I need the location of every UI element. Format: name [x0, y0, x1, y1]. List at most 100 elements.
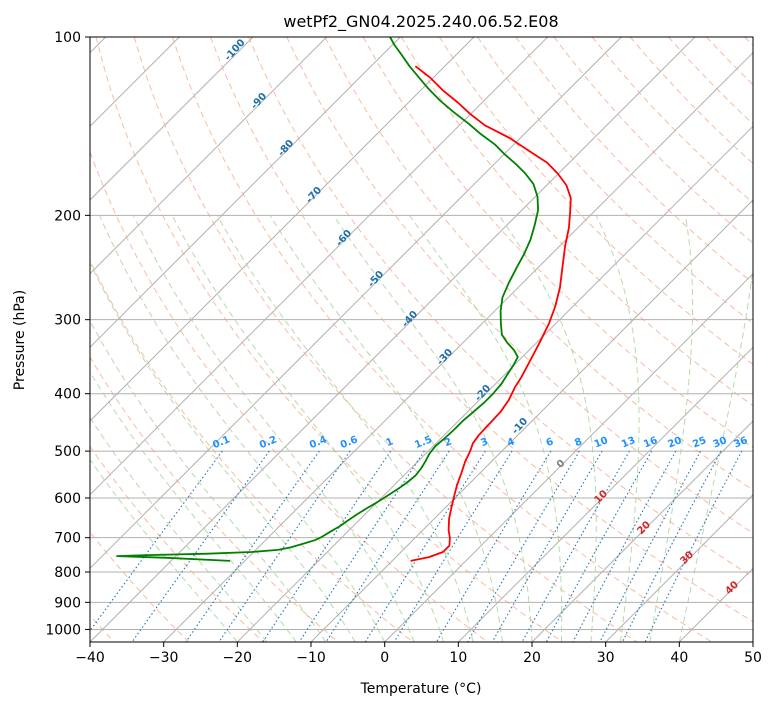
x-tick-label: 20	[523, 650, 541, 666]
mixing-ratio-line	[491, 450, 603, 642]
x-tick-label: −10	[296, 650, 326, 666]
y-tick-label: 800	[54, 565, 81, 581]
isotherm-line	[90, 37, 475, 422]
mixing-ratio-line	[644, 450, 743, 642]
dry-adiabat-line	[95, 37, 563, 642]
moist-adiabat-line	[269, 215, 503, 642]
moist-adiabat-line	[332, 215, 533, 642]
dry-adiabat-line	[210, 37, 753, 623]
moist-adiabat-line	[90, 370, 297, 642]
y-axis-label: Pressure (hPa)	[12, 290, 28, 390]
dry-adiabat-line	[133, 37, 638, 642]
mixing-ratio-line	[545, 450, 653, 642]
dry-adiabat-line	[286, 37, 753, 534]
dry-adiabat-line	[477, 37, 753, 325]
mixing-ratio-line	[218, 450, 351, 642]
mixing-ratio-label: 16	[642, 435, 659, 450]
mixing-ratio-line	[185, 450, 320, 642]
x-axis-label: Temperature (°C)	[360, 681, 482, 697]
dry-adiabat-line	[171, 37, 712, 642]
y-tick-label: 100	[54, 30, 81, 46]
isotherm-line	[605, 493, 753, 642]
moist-adiabat-line	[90, 261, 356, 642]
y-axis-ticks: 100 200 300 400 500 600 700 800 900 1000	[45, 30, 90, 638]
y-tick-label: 500	[54, 444, 81, 460]
y-tick-label: 600	[54, 491, 81, 507]
dry-adiabat-line	[90, 445, 264, 642]
mixing-ratio-label: 20	[666, 435, 683, 450]
x-tick-label: −30	[149, 650, 179, 666]
mixing-ratio-label: 2	[443, 436, 454, 449]
isotherm-line	[90, 37, 328, 275]
moist-adiabats	[90, 215, 753, 642]
mixing-ratio-line	[393, 450, 513, 642]
moist-adiabat-line	[595, 215, 640, 642]
isotherm-line	[90, 37, 622, 570]
mixing-ratio-line	[599, 450, 701, 642]
isotherm-line	[236, 125, 753, 642]
y-tick-label: 1000	[45, 622, 81, 638]
isotherm-line	[90, 37, 254, 201]
mixing-ratio-line	[621, 450, 722, 642]
isotherm-line	[163, 51, 753, 642]
moist-adiabat-line	[99, 215, 386, 642]
x-tick-label: 30	[597, 650, 615, 666]
isotherm-line	[531, 420, 753, 642]
moist-adiabat-line	[649, 215, 694, 642]
moist-adiabat-line	[90, 458, 238, 642]
mixing-ratio-label: 6	[545, 436, 556, 449]
isotherm-line	[90, 37, 696, 642]
moist-adiabat-line	[408, 215, 563, 642]
moist-adiabat-line	[678, 264, 753, 642]
mixing-ratio-label: 36	[732, 435, 749, 450]
mixing-ratio-label: 25	[691, 435, 708, 450]
moist-adiabat-line	[171, 215, 445, 642]
x-tick-label: 0	[380, 650, 389, 666]
y-tick-label: 900	[54, 595, 81, 611]
x-tick-label: 40	[670, 650, 688, 666]
moist-adiabat-line	[133, 215, 415, 642]
dry-adiabat-line	[90, 150, 488, 642]
mixing-ratio-label: 4	[506, 436, 517, 449]
mixing-ratio-line	[90, 450, 223, 632]
isotherm-line	[384, 272, 753, 642]
mixing-ratio-label: 1	[384, 436, 395, 449]
dry-adiabat-line	[324, 37, 753, 491]
y-tick-label: 400	[54, 387, 81, 403]
isotherm-line	[90, 37, 401, 349]
mixing-ratio-lines	[90, 450, 743, 642]
mixing-ratio-label: 8	[573, 436, 584, 449]
moist-adiabat-line	[498, 215, 597, 642]
y-tick-label: 700	[54, 531, 81, 547]
x-tick-label: −20	[223, 650, 253, 666]
mixing-ratio-label: 30	[712, 435, 729, 450]
mixing-ratio-line	[521, 450, 630, 642]
chart-title: wetPf2_GN04.2025.240.06.52.E08	[283, 12, 558, 32]
moist-adiabat-line	[216, 215, 474, 642]
dry-adiabat-line	[248, 37, 753, 578]
x-tick-label: 50	[744, 650, 762, 666]
mixing-ratio-label: 3	[479, 436, 490, 449]
dry-adiabat-line	[90, 356, 339, 642]
temperature-profile-line	[410, 65, 572, 562]
x-tick-label: −40	[75, 650, 105, 666]
x-tick-label: 10	[449, 650, 467, 666]
y-tick-label: 200	[54, 208, 81, 224]
isobar-isotherm-grid	[90, 37, 753, 642]
mixing-ratio-line	[572, 450, 677, 642]
dewpoint-profile-line	[116, 37, 539, 562]
moist-adiabat-line	[90, 320, 327, 642]
sounding-profiles	[116, 37, 572, 562]
dry-adiabat-line	[438, 37, 753, 366]
mixing-ratio-label: 13	[620, 435, 637, 450]
isotherm-line	[90, 37, 549, 496]
isotherm-line	[457, 346, 753, 642]
mixing-ratio-line	[298, 450, 425, 642]
dry-adiabat-line	[90, 259, 414, 642]
dry-adiabats	[90, 37, 753, 642]
moist-adiabat-line	[90, 416, 268, 642]
plot-frame	[89, 36, 754, 643]
x-axis-ticks: −40 −30 −20 −10 0 10 20 30 40 50	[75, 642, 762, 666]
mixing-ratio-label: 10	[593, 435, 610, 450]
